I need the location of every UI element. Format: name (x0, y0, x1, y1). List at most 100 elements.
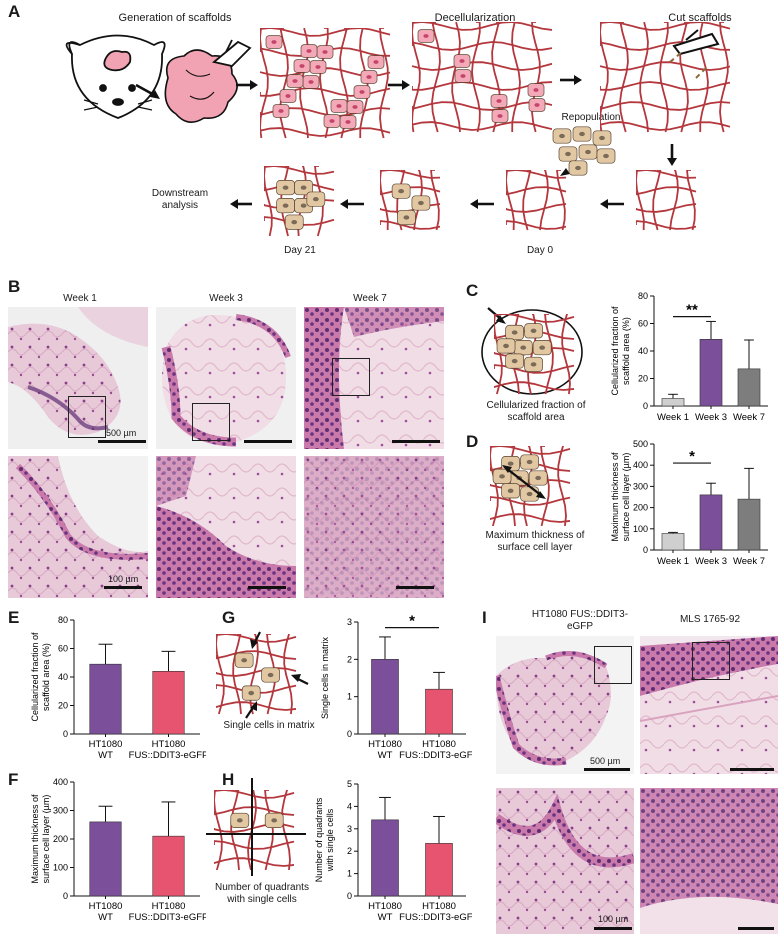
panel-label-g: G (222, 608, 236, 627)
y-tick-label: 0 (643, 545, 648, 555)
x-tick-label: Week 1 (657, 556, 689, 567)
cell-icon (454, 69, 472, 83)
cell-icon (505, 353, 524, 369)
cell-icon (346, 100, 364, 114)
cell-icon (397, 209, 416, 226)
cell-icon (501, 483, 520, 499)
bar (737, 498, 761, 551)
panel-label-d: D (466, 432, 479, 451)
single-cells-mesh (216, 634, 297, 715)
cell-icon (578, 144, 598, 160)
cell-icon (552, 128, 572, 144)
cell-icon (592, 130, 612, 146)
x-tick-label: Week 1 (657, 412, 689, 423)
repopulating-cells-cluster (552, 126, 616, 176)
scale-bar (730, 768, 774, 771)
day0-label: Day 0 (526, 245, 554, 256)
x-tick-label: HT1080 FUS::DDIT3-eGFP (129, 901, 206, 923)
y-tick-label: 20 (638, 374, 648, 384)
y-tick-label: 5 (347, 779, 352, 789)
cell-icon (284, 214, 304, 230)
significance-marker: * (689, 448, 695, 465)
cell-icon (293, 59, 311, 73)
small-scaffold-repopulating (380, 170, 441, 231)
x-tick-label: HT1080 WT (89, 901, 123, 923)
y-tick-label: 3 (347, 617, 352, 627)
cell-layer-thickness-mesh (490, 446, 571, 526)
bar (152, 835, 185, 897)
y-tick-label: 200 (53, 834, 68, 844)
x-tick-label: HT1080 FUS::DDIT3-eGFP (399, 739, 472, 761)
cell-icon (353, 85, 371, 99)
scale-bar (584, 768, 630, 771)
scale-bar-label: 500 µm (106, 428, 137, 438)
cell-icon (261, 667, 280, 683)
cell-icon (241, 685, 261, 701)
y-tick-label: 300 (633, 481, 648, 491)
y-tick-label: 2 (347, 846, 352, 856)
scale-bar (248, 586, 286, 589)
y-axis-label: Number of quadrantswith single cells (314, 797, 335, 882)
y-tick-label: 80 (638, 291, 648, 301)
cell-icon (492, 468, 512, 484)
x-tick-label: Week 7 (733, 412, 765, 423)
cell-icon (496, 338, 516, 354)
y-tick-label: 80 (58, 615, 68, 625)
scale-bar (396, 586, 434, 589)
zoom-box (192, 403, 230, 441)
bar (699, 494, 723, 551)
cell-icon (279, 89, 297, 103)
y-tick-label: 2 (347, 654, 352, 664)
he-image-week1-zoom (8, 456, 148, 598)
cell-icon (316, 45, 334, 59)
y-axis-label: Single cells in matrix (320, 636, 330, 719)
cell-icon (524, 323, 543, 339)
cell-icon (453, 54, 471, 68)
arrow-icon (230, 199, 252, 209)
panel-label-c: C (466, 281, 479, 300)
panel-h-caption: Number of quadrants with single cells (215, 882, 309, 905)
chart-e: 0 20 40 60 80 Cellularized fraction ofscaffol… (30, 615, 206, 761)
y-tick-label: 0 (347, 729, 352, 739)
x-tick-label: HT1080 FUS::DDIT3-eGFP (399, 901, 472, 923)
y-tick-label: 0 (63, 729, 68, 739)
panel-g-caption: Single cells in matrix (223, 720, 315, 731)
cell-icon (360, 70, 378, 84)
panel-label-a: A (8, 2, 21, 21)
significance-marker: * (409, 613, 415, 630)
cell-icon (568, 160, 588, 176)
panel-i-col2-title: MLS 1765-92 (679, 614, 741, 625)
arrow-icon (470, 199, 494, 209)
significance-marker: ** (686, 302, 698, 319)
cell-icon (558, 146, 578, 162)
y-tick-label: 400 (53, 777, 68, 787)
cell-icon (300, 44, 318, 58)
x-tick-label: HT1080 WT (89, 739, 123, 761)
scale-bar (104, 586, 142, 589)
cell-icon (505, 324, 524, 341)
zoom-box (332, 358, 370, 396)
y-tick-label: 0 (643, 401, 648, 411)
cell-icon (265, 35, 283, 49)
cell-icon (527, 83, 545, 97)
small-scaffold-day0 (506, 170, 567, 231)
x-tick-label: Week 3 (695, 412, 727, 423)
scale-bar (244, 440, 292, 443)
decellularizing-scaffold (412, 22, 552, 133)
cell-icon (367, 55, 385, 69)
scalpel-icon (212, 39, 252, 67)
step-repopulation-label: Repopulation (561, 112, 621, 123)
single-cells-arrows (245, 631, 309, 719)
panel-a-schematic (65, 34, 677, 209)
scale-bar (392, 440, 440, 443)
chart-c: 0 20 40 60 80 Cellularized fraction ofscaffol… (610, 291, 768, 423)
bar (371, 659, 399, 735)
cell-icon (417, 29, 435, 43)
y-axis-label: Cellularized fraction ofscaffold area (%… (610, 306, 631, 396)
y-tick-label: 100 (633, 524, 648, 534)
he-image-mls-overview (640, 636, 778, 774)
cell-icon (330, 99, 348, 113)
y-tick-label: 40 (638, 346, 648, 356)
